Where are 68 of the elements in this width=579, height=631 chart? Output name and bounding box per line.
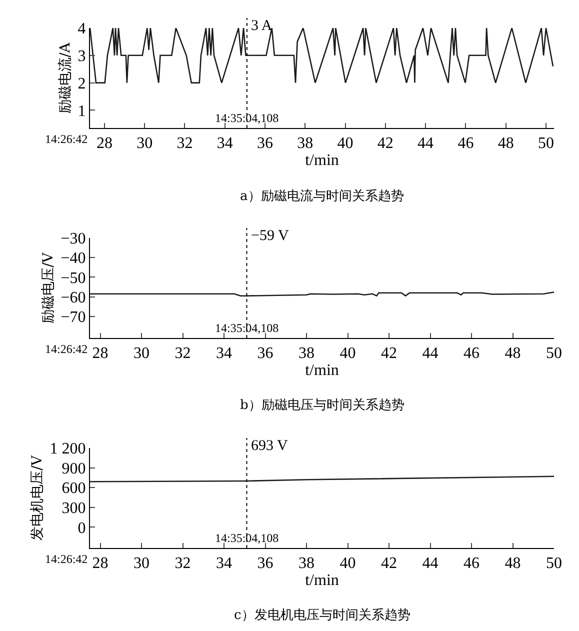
x-tick-label: 28 [92,345,108,362]
x-tick-label: 44 [422,345,438,362]
x-tick-label: 46 [464,555,480,572]
y-tick-label: 1 [78,102,86,120]
x-tick-label: 42 [377,135,394,152]
x-tick-label: 48 [504,345,521,362]
y-tick-label: 900 [62,460,86,478]
x-tick-label: 40 [340,555,356,572]
y-tick-label: −40 [60,250,86,268]
y-axis-title: 发电机电压/V [29,454,46,540]
x-tick-label: 40 [340,345,356,362]
x-tick-label: 30 [136,135,153,152]
x-tick-label: 34 [216,555,232,572]
y-axis-title: 励磁电压/V [40,252,56,324]
x-tick-label: 46 [458,135,474,152]
x-tick-label: 28 [92,555,108,572]
y-tick-label: −60 [60,289,86,306]
x-axis-title: t/min [305,362,339,380]
y-tick-label: −50 [60,270,86,287]
x-axis-title: t/min [305,152,339,170]
y-tick-label: −30 [60,230,86,248]
ref-line-label: 14:35:04,108 [215,111,279,125]
y-tick-label: 2 [78,75,86,92]
x-tick-label: 30 [134,555,150,572]
y-axis-title: 励磁电流/A [57,42,74,114]
annotation: 693 V [251,438,288,454]
ref-line-label: 14:35:04,108 [215,531,279,545]
x-tick-label: 30 [134,345,150,362]
y-tick-label: 1 200 [50,440,86,458]
x-tick-label: 34 [216,135,233,152]
x-tick-label: 42 [381,345,398,362]
x-tick-label: 38 [298,555,315,572]
x-tick-label: 44 [418,135,434,152]
text: 14:26:42 [45,552,88,566]
x-tick-label: 50 [546,345,562,362]
x-tick-label: 40 [337,135,354,152]
y-tick-label: 600 [62,480,86,498]
text: 14:26:42 [45,342,88,356]
x-tick-label: 38 [298,345,315,362]
text: b）励磁电压与时间关系趋势 [240,398,404,413]
x-tick-label: 32 [174,555,191,572]
x-tick-label: 32 [176,135,193,152]
x-tick-label: 34 [216,345,232,362]
x-tick-label: 28 [96,135,112,152]
x-tick-label: 46 [464,345,480,362]
text: c）发电机电压与时间关系趋势 [234,608,410,623]
x-tick-label: 36 [257,345,274,362]
x-tick-label: 32 [174,345,191,362]
x-tick-label: 48 [498,135,514,152]
x-tick-label: 50 [538,135,554,152]
x-tick-label: 44 [422,555,438,572]
y-tick-label: 4 [78,20,86,38]
text: 14:26:42 [45,132,88,146]
ref-line-label: 14:35:04,108 [215,321,279,335]
x-tick-label: 36 [257,135,273,152]
y-tick-label: 0 [78,520,86,537]
annotation: −59 V [251,228,289,244]
text: a）励磁电流与时间关系趋势 [240,188,404,204]
x-axis-title: t/min [305,572,339,590]
annotation: 3 A [251,18,272,34]
y-tick-label: −70 [60,309,86,326]
x-tick-label: 50 [546,555,562,572]
x-tick-label: 36 [257,555,274,572]
x-tick-label: 42 [381,555,398,572]
y-tick-label: 300 [62,500,86,517]
x-tick-label: 48 [504,555,521,572]
x-tick-label: 38 [297,135,314,152]
y-tick-label: 3 [78,48,86,65]
